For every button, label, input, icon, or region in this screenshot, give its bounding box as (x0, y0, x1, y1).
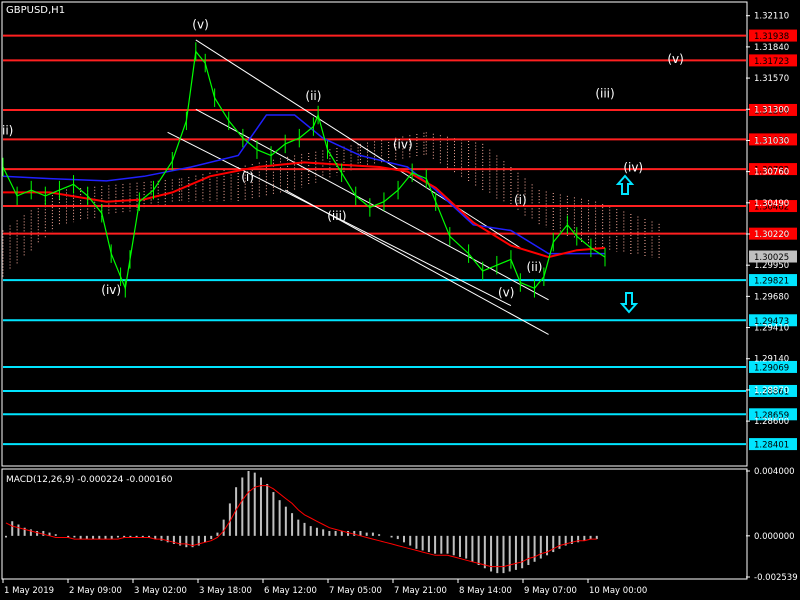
resistance-level-label-bg (749, 29, 797, 42)
wave-label: (iv) (393, 138, 413, 152)
macd-panel-border (1, 468, 748, 580)
up-arrow-icon (615, 174, 635, 195)
current-price-bg (749, 250, 797, 263)
price-tick-label: 1.30490 (754, 199, 789, 209)
time-tick-label: 3 May 18:00 (199, 586, 252, 596)
support-level-label: 1.28659 (754, 411, 789, 421)
resistance-level-label: 1.31294 (754, 106, 789, 116)
price-tick-label: 1.32110 (754, 12, 789, 22)
macd-title: MACD(12,26,9) -0.000224 -0.000160 (6, 475, 173, 485)
support-level-label: 1.29473 (754, 317, 789, 327)
ichimoku-cloud (2, 132, 660, 277)
support-level-label: 1.29069 (754, 363, 789, 373)
time-tick-label: 10 May 00:00 (589, 586, 647, 596)
channel-line (284, 189, 549, 335)
wave-label: (iv) (623, 161, 643, 175)
wave-label: (iv) (101, 283, 121, 297)
price-tick-label: 1.28870 (754, 386, 789, 396)
price-tick-label: 1.31300 (754, 105, 789, 115)
support-level-label: 1.28861 (754, 387, 789, 397)
time-tick-label: 7 May 21:00 (394, 586, 447, 596)
wave-label: (ii) (526, 260, 542, 274)
macd-signal-line (5, 485, 597, 568)
wave-labels: (v) (ii) (iv) (i) (iii) (iv) (i) (ii) (v) (v) (iii… (2, 17, 684, 299)
price-tick-label: 1.31840 (754, 43, 789, 53)
resistance-level-label-bg (749, 227, 797, 240)
resistance-level-label-bg (749, 54, 797, 67)
support-level-label-bg (749, 408, 797, 421)
wave-label: (iii) (327, 209, 346, 223)
time-tick-label: 7 May 05:00 (329, 586, 382, 596)
support-level-label-bg (749, 360, 797, 373)
resistance-level-label-bg (749, 163, 797, 176)
price-tick-label: 1.30220 (754, 230, 789, 240)
wave-label: (v) (192, 17, 208, 31)
macd-tick-label: 0.000000 (754, 532, 795, 542)
price-tick-label: 1.31570 (754, 74, 789, 84)
resistance-level-label-bg (749, 200, 797, 213)
wave-label: ii) (2, 124, 13, 138)
wave-label: (i) (514, 193, 527, 207)
resistance-level-label: 1.30782 (754, 166, 789, 176)
time-tick-label: 8 May 14:00 (459, 586, 512, 596)
support-level-label-bg (749, 274, 797, 287)
support-level-label: 1.29821 (754, 277, 789, 287)
support-level-label-bg (749, 384, 797, 397)
price-tick-label: 1.30760 (754, 168, 789, 178)
resistance-level-label: 1.31723 (754, 57, 789, 67)
level-lines: 1.31938 1.31723 1.31294 1.31039 1.30782 1.304… (3, 29, 797, 451)
chart-title: GBPUSD,H1 (6, 5, 65, 16)
support-level-label-bg (749, 314, 797, 327)
price-axis: 1.32110 1.31840 1.31570 1.31300 1.31030 1.307… (746, 12, 797, 427)
down-arrow-icon (619, 292, 639, 314)
wave-label: (i) (241, 170, 254, 184)
price-tick-label: 1.29680 (754, 292, 789, 302)
price-tick-label: 1.28600 (754, 417, 789, 427)
resistance-level-label-bg (749, 103, 797, 116)
time-tick-label: 3 May 02:00 (134, 586, 187, 596)
time-tick-label: 9 May 07:00 (524, 586, 577, 596)
wave-label: (iii) (595, 87, 614, 101)
support-level-label-bg (749, 438, 797, 451)
wave-label: (v) (667, 52, 683, 66)
support-level-label: 1.28401 (754, 441, 789, 451)
macd-tick-label: 0.004000 (754, 467, 795, 477)
time-axis: 1 May 2019 2 May 09:00 3 May 02:00 3 May 18… (2, 579, 647, 596)
time-tick-label: 6 May 12:00 (264, 586, 317, 596)
macd-tick-label: -0.002539 (754, 573, 798, 583)
signal-arrows (615, 174, 639, 314)
resistance-level-label: 1.31938 (754, 32, 789, 42)
price-tick-label: 1.31030 (754, 136, 789, 146)
macd-indicator: 0.004000 0.000000 -0.002539 (5, 467, 798, 583)
time-tick-label: 2 May 09:00 (69, 586, 122, 596)
price-tick-label: 1.29410 (754, 324, 789, 334)
ma-blue-line (2, 114, 605, 255)
price-tick-label: 1.29140 (754, 355, 789, 365)
resistance-level-label: 1.30462 (754, 203, 789, 213)
channel-line (167, 131, 512, 307)
channel-line (195, 39, 521, 249)
resistance-level-label: 1.30223 (754, 230, 789, 240)
wave-label: (v) (498, 285, 514, 299)
current-price-label: 1.30025 (754, 253, 789, 263)
resistance-level-label: 1.31039 (754, 136, 789, 146)
wave-label: (ii) (305, 89, 321, 103)
resistance-level-label-bg (749, 133, 797, 146)
price-series (2, 42, 606, 298)
price-tick-label: 1.29950 (754, 261, 789, 271)
time-tick-label: 1 May 2019 (4, 586, 54, 596)
